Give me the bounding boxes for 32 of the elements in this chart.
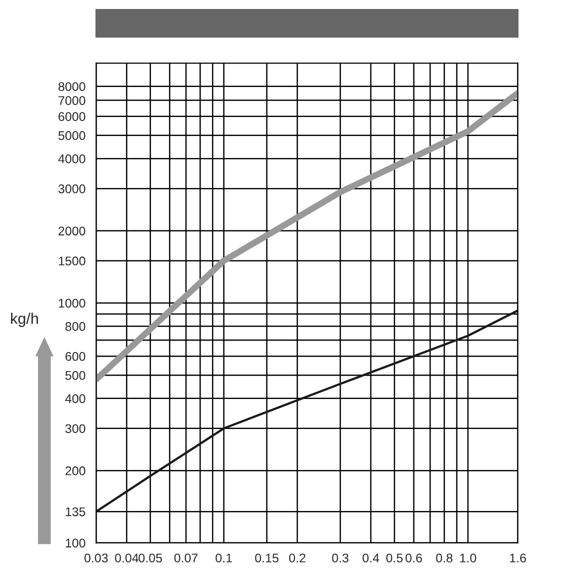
- x-tick-label: 0.6: [406, 554, 422, 562]
- y-tick-label: 500: [65, 370, 86, 380]
- y-tick-label: 1000: [58, 298, 86, 308]
- y-tick-label: 3000: [58, 184, 86, 194]
- x-tick-label: 0.8: [436, 554, 452, 562]
- x-tick-label: 0.04: [114, 554, 138, 562]
- y-tick-label: 600: [66, 352, 86, 361]
- x-tick-label: 0.3: [332, 554, 348, 562]
- x-tick-label: 0.05: [138, 554, 162, 562]
- y-tick-label: 800: [65, 322, 86, 331]
- x-tick-label: 0.5: [386, 554, 403, 562]
- x-tick-label: 0.15: [255, 554, 278, 562]
- y-tick-label: 100: [66, 538, 86, 548]
- y-tick-label: 400: [65, 394, 86, 404]
- y-tick-label: 300: [65, 424, 86, 434]
- x-tick-label: 0.4: [362, 554, 380, 562]
- x-tick-label: 1.0: [460, 554, 476, 562]
- x-tick-label: 0.03: [84, 554, 108, 562]
- y-tick-label: 5000: [58, 131, 86, 140]
- x-tick-label: 0.2: [289, 554, 306, 562]
- x-tick-label: 1.6: [510, 554, 526, 562]
- y-tick-label: 6000: [58, 112, 86, 122]
- y-tick-label: 200: [66, 466, 86, 476]
- y-tick-label: 7000: [58, 96, 86, 105]
- x-tick-label: 0.07: [174, 554, 198, 562]
- y-tick-label: 2000: [58, 226, 86, 236]
- y-tick-label: 135: [66, 507, 86, 516]
- x-tick-label: 0.1: [216, 554, 232, 562]
- y-tick-label: 1500: [58, 256, 86, 266]
- y-tick-label: 4000: [58, 154, 86, 164]
- y-tick-label: 8000: [58, 82, 86, 92]
- y-axis-title: kg/h: [11, 312, 38, 327]
